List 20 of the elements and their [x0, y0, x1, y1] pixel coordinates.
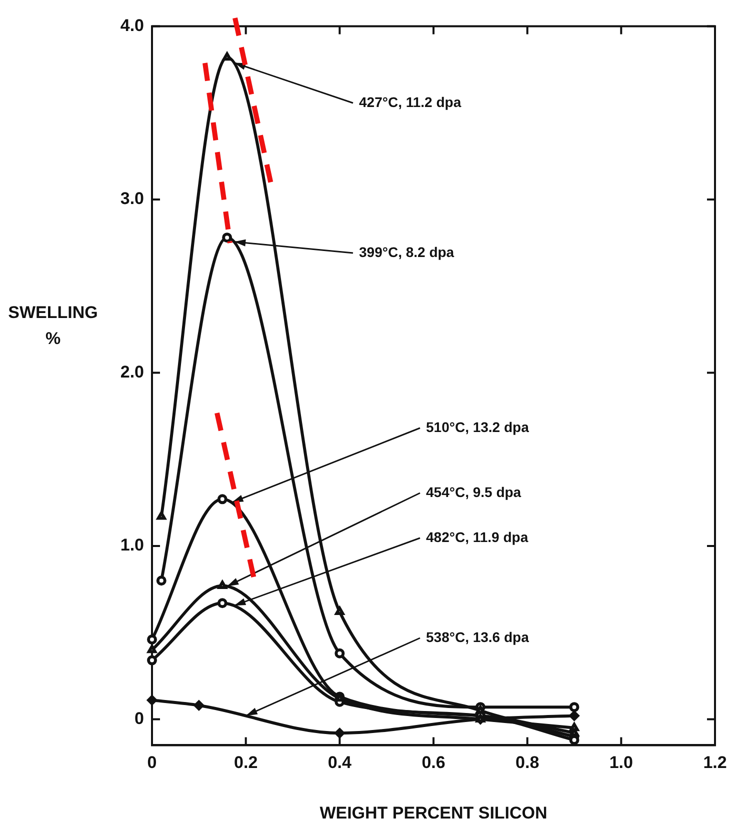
x-tick-label: 0.4 [328, 753, 352, 772]
y-axis-title: SWELLING % [8, 302, 98, 350]
x-axis-title: WEIGHT PERCENT SILICON [320, 803, 548, 822]
y-tick-label: 0 [134, 708, 144, 728]
text: 399°C, 8.2 dpa [359, 244, 454, 260]
x-tick-label: 0 [147, 753, 157, 772]
x-tick-label: 0.6 [422, 753, 446, 772]
x-tick-label: 1.0 [609, 753, 633, 772]
y-tick-label: 4.0 [120, 16, 144, 35]
text: 482°C, 11.9 dpa [426, 528, 528, 545]
text: 454°C, 9.5 dpa [426, 484, 522, 500]
text: 510°C, 13.2 dpa [426, 418, 530, 435]
x-tick-label: 1.2 [703, 753, 727, 772]
x-tick-label: 0.8 [516, 753, 540, 772]
text: 427°C, 11.2 dpa [359, 94, 462, 110]
y-tick-label: 3.0 [120, 189, 144, 208]
y-tick-label: 1.0 [120, 536, 144, 555]
y-tick-label: 2.0 [120, 362, 144, 382]
text: 538°C, 13.6 dpa [426, 628, 530, 645]
x-tick-label: 0.2 [234, 753, 258, 772]
